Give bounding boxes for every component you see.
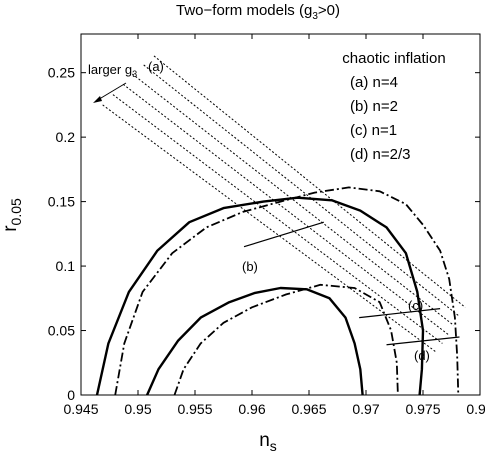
larger-g-annotation: larger g3 (88, 62, 137, 79)
x-tick-label: 0.965 (291, 401, 326, 417)
annotation-label-d: (d) (414, 348, 430, 363)
prediction-lines (102, 55, 466, 353)
contour-lines (95, 186, 460, 396)
prediction-line (131, 73, 455, 326)
model-tick-segment (243, 221, 324, 248)
legend: chaotic inflation (a) n=4 (b) n=2 (c) n=… (342, 50, 445, 163)
y-tick-label: 0.05 (48, 323, 75, 339)
contour-dashdot (173, 283, 399, 396)
y-tick-label: 0.1 (56, 258, 76, 274)
model-tick-segment (386, 336, 460, 346)
contour-dashdot (114, 186, 460, 396)
x-axis-label: ns (259, 430, 277, 454)
legend-item: (c) n=1 (350, 122, 397, 139)
y-tick-label: 0.2 (56, 129, 76, 145)
annotation-label-b: (b) (242, 259, 258, 274)
y-axis-ticks: 0 0.05 0.1 0.15 0.2 0.25 (48, 65, 480, 403)
x-tick-label: 0.975 (405, 401, 440, 417)
y-tick-label: 0.15 (48, 194, 75, 210)
x-tick-label: 0.945 (63, 401, 98, 417)
contour-solid (95, 196, 425, 396)
plot-frame (80, 33, 481, 396)
annotation-label-a: (a) (148, 59, 164, 74)
prediction-line (153, 55, 466, 308)
x-axis-ticks: 0.945 0.95 0.955 0.96 0.965 0.97 0.975 0.98 (63, 34, 485, 417)
model-tick-segments (243, 221, 460, 346)
legend-title: chaotic inflation (342, 50, 445, 67)
x-tick-label: 0.95 (124, 401, 151, 417)
annotation-label-c: (c) (408, 298, 423, 313)
prediction-line (122, 83, 449, 335)
prediction-line (112, 94, 443, 344)
model-tick-segment (359, 308, 441, 319)
y-axis-label: r0.05 (0, 198, 24, 232)
legend-item: (b) n=2 (350, 98, 398, 115)
prediction-line (102, 104, 437, 353)
x-tick-label: 0.97 (352, 401, 379, 417)
contour-solid (146, 286, 364, 396)
chart-title: Two−form models (g3>0) (176, 2, 340, 22)
legend-item: (d) n=2/3 (350, 146, 410, 163)
x-tick-label: 0.96 (238, 401, 265, 417)
x-tick-label: 0.98 (466, 401, 485, 417)
y-tick-label: 0.25 (48, 65, 75, 81)
legend-item: (a) n=4 (350, 74, 398, 91)
x-tick-label: 0.955 (177, 401, 212, 417)
y-tick-label: 0 (67, 387, 75, 403)
prediction-line (143, 64, 460, 317)
larger-g-arrow (93, 82, 127, 103)
